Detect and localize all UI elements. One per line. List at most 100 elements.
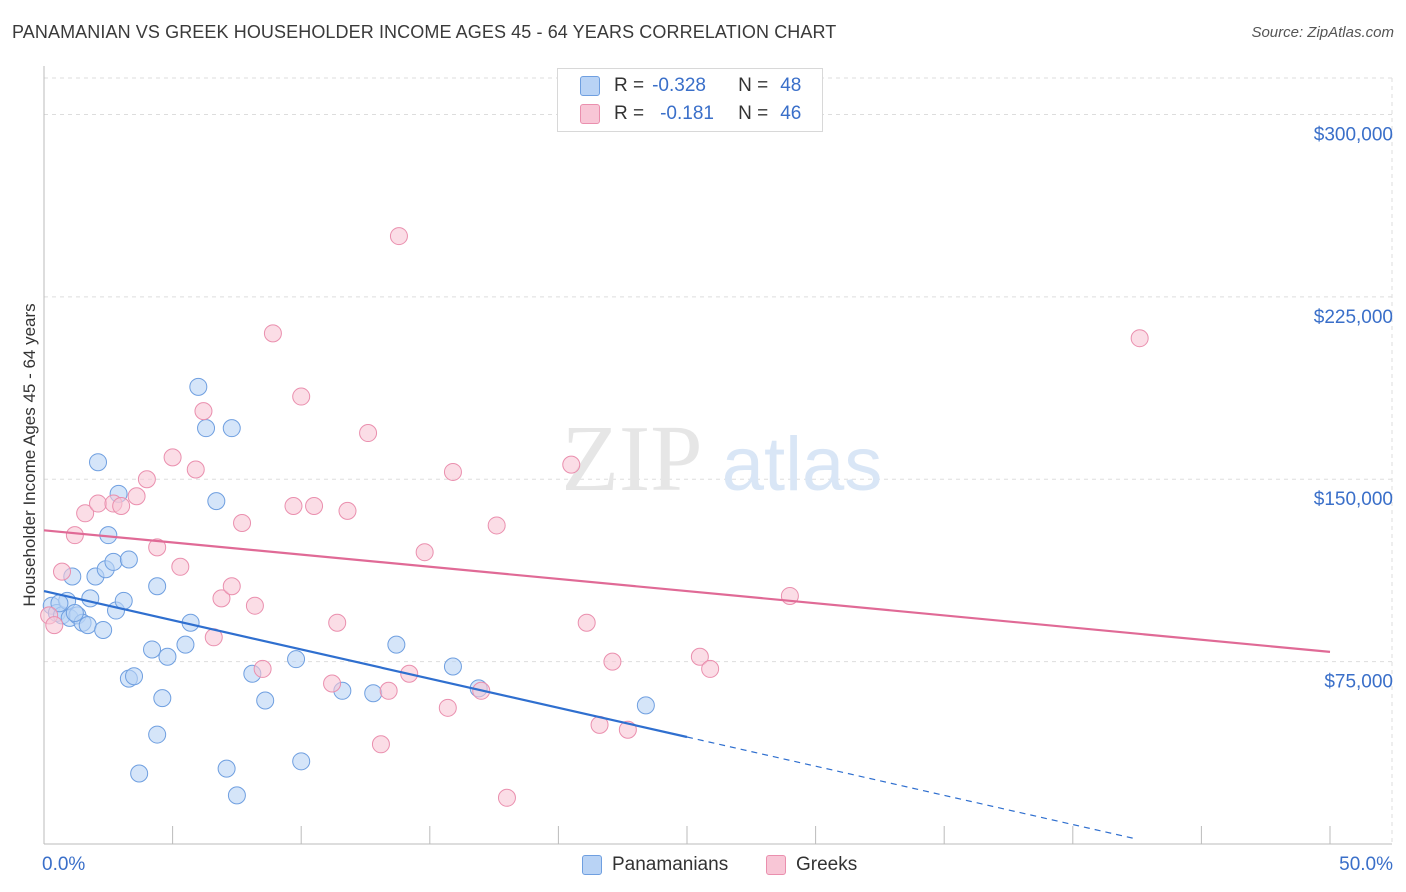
- panamanian-points: [42, 377, 655, 805]
- panamanian-trendline: [43, 590, 688, 739]
- panamanian-point: [256, 691, 275, 710]
- greek-point: [338, 501, 357, 520]
- panamanian-point: [119, 550, 138, 569]
- panamanian-legend-label: Panamanians: [612, 854, 729, 875]
- greek-point: [577, 613, 596, 632]
- greek-point: [245, 596, 264, 615]
- r-label: R =: [614, 75, 645, 96]
- greek-point: [163, 448, 182, 467]
- greek-point: [233, 514, 252, 533]
- greek-point: [171, 557, 190, 576]
- panamanian-legend-swatch: [582, 855, 602, 875]
- panamanian-point: [148, 577, 167, 596]
- panamanian-r-value: -0.328: [652, 75, 706, 96]
- n-label: N =: [738, 75, 769, 96]
- greek-trendline: [43, 529, 1331, 653]
- panamanian-point: [89, 453, 108, 472]
- panamanian-point: [364, 684, 383, 703]
- n-label: N =: [738, 103, 769, 124]
- panamanian-point: [176, 635, 195, 654]
- greek-point: [53, 562, 72, 581]
- legend-row-greeks: R = -0.181 N = 46: [580, 101, 801, 127]
- legend-row-panamanians: R = -0.328 N = 48: [580, 73, 801, 99]
- greek-point: [389, 227, 408, 246]
- tick-labels: $75,000 $150,000 $225,000 $300,000 0.0% 50.0%: [42, 124, 1393, 875]
- panamanian-point: [153, 689, 172, 708]
- greek-point: [186, 460, 205, 479]
- greek-legend-label: Greeks: [796, 854, 858, 875]
- legend-item-panamanians: Panamanians: [582, 852, 728, 878]
- greek-point: [690, 647, 709, 666]
- panamanian-point: [197, 419, 216, 438]
- greek-point: [603, 652, 622, 671]
- grid-lines: [44, 77, 1393, 844]
- greek-point: [112, 496, 131, 515]
- axes: [43, 66, 1392, 845]
- greek-point: [359, 424, 378, 443]
- panamanian-point: [636, 696, 655, 715]
- panamanian-swatch: [580, 76, 600, 96]
- x-tick-label-min: 0.0%: [42, 854, 85, 875]
- panamanian-point: [143, 640, 162, 659]
- panamanian-n-value: 48: [780, 75, 802, 96]
- greek-point: [497, 788, 516, 807]
- series-legend: Panamanians Greeks: [0, 852, 1406, 878]
- y-tick-label: $75,000: [1324, 672, 1393, 693]
- greek-point: [222, 577, 241, 596]
- greek-point: [148, 538, 167, 557]
- greek-point: [443, 462, 462, 481]
- greek-point: [253, 659, 272, 678]
- panamanian-point: [65, 603, 84, 622]
- greek-point: [292, 387, 311, 406]
- greek-point: [137, 470, 156, 489]
- panamanian-point: [104, 552, 123, 571]
- greek-point: [127, 487, 146, 506]
- greek-point: [194, 402, 213, 421]
- chart-title: PANAMANIAN VS GREEK HOUSEHOLDER INCOME A…: [12, 22, 837, 42]
- greek-point: [263, 324, 282, 343]
- greek-point: [1130, 329, 1149, 348]
- greek-point: [305, 496, 324, 515]
- panamanian-point: [443, 657, 462, 676]
- panamanian-point: [217, 759, 236, 778]
- trend-lines: [43, 529, 1331, 840]
- legend-item-greeks: Greeks: [766, 852, 857, 878]
- greek-legend-swatch: [766, 855, 786, 875]
- greek-point: [701, 659, 720, 678]
- greek-point: [89, 494, 108, 513]
- y-tick-label: $300,000: [1314, 124, 1393, 145]
- panamanian-point: [222, 419, 241, 438]
- greek-points: [40, 227, 1149, 807]
- panamanian-point: [227, 786, 246, 805]
- greek-point: [415, 543, 434, 562]
- greek-point: [371, 735, 390, 754]
- panamanian-trendline-extension: [686, 736, 1135, 840]
- greek-point: [487, 516, 506, 535]
- y-tick-label: $225,000: [1314, 307, 1393, 328]
- greek-n-value: 46: [780, 103, 802, 124]
- panamanian-point: [125, 667, 144, 686]
- greek-point: [212, 589, 231, 608]
- greek-point: [323, 674, 342, 693]
- y-tick-label: $150,000: [1314, 489, 1393, 510]
- panamanian-point: [189, 377, 208, 396]
- source-label: Source: ZipAtlas.com: [1251, 24, 1394, 41]
- panamanian-point: [148, 725, 167, 744]
- panamanian-point: [130, 764, 149, 783]
- greek-point: [76, 504, 95, 523]
- panamanian-point: [158, 647, 177, 666]
- greek-point: [45, 616, 64, 635]
- panamanian-point: [81, 589, 100, 608]
- panamanian-point: [387, 635, 406, 654]
- r-label: R =: [614, 103, 645, 124]
- greek-point: [284, 496, 303, 515]
- greek-swatch: [580, 104, 600, 124]
- correlation-legend: R = -0.328 N = 48 R = -0.181 N = 46: [557, 68, 823, 132]
- watermark-zip: ZIP: [562, 407, 703, 511]
- greek-point: [438, 698, 457, 717]
- greek-point: [328, 613, 347, 632]
- greek-point: [562, 455, 581, 474]
- panamanian-point: [94, 621, 113, 640]
- panamanian-point: [292, 752, 311, 771]
